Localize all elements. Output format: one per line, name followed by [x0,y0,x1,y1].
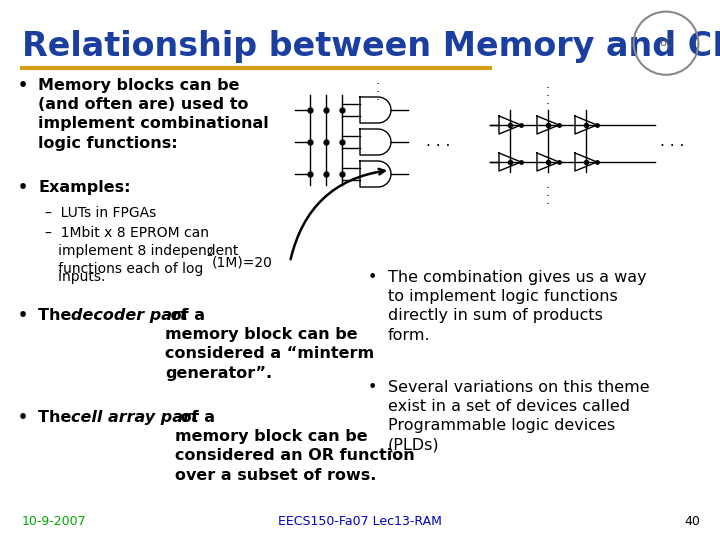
Text: •: • [18,78,28,93]
Text: .: . [546,186,550,199]
Text: .: . [546,94,550,107]
Text: The: The [38,308,77,323]
Text: •: • [18,308,28,323]
Text: . . .: . . . [660,134,684,150]
Text: The: The [38,410,77,425]
Text: Relationship between Memory and CL: Relationship between Memory and CL [22,30,720,63]
Text: .: . [376,82,380,94]
Text: –  LUTs in FPGAs: – LUTs in FPGAs [45,206,156,220]
Text: . . .: . . . [426,134,450,150]
Text: .: . [546,194,550,207]
Text: .: . [546,179,550,192]
Text: cell array part: cell array part [71,410,199,425]
Text: The combination gives us a way
to implement logic functions
directly in sum of p: The combination gives us a way to implem… [388,270,647,342]
Text: of a
memory block can be
considered an OR function
over a subset of rows.: of a memory block can be considered an O… [175,410,415,483]
Text: EECS150-Fa07 Lec13-RAM: EECS150-Fa07 Lec13-RAM [278,515,442,528]
Text: 10-9-2007: 10-9-2007 [22,515,86,528]
Text: –  1Mbit x 8 EPROM can
   implement 8 independent
   functions each of log: – 1Mbit x 8 EPROM can implement 8 indepe… [45,226,238,276]
Text: .: . [546,86,550,99]
Text: .: . [376,73,380,86]
Text: •: • [18,180,28,195]
Text: inputs.: inputs. [45,270,105,284]
Text: Several variations on this theme
exist in a set of devices called
Programmable l: Several variations on this theme exist i… [388,380,649,453]
Text: •: • [368,270,377,285]
Text: UC: UC [659,38,673,48]
Text: •: • [18,410,28,425]
Text: Memory blocks can be
(and often are) used to
implement combinational
logic funct: Memory blocks can be (and often are) use… [38,78,269,151]
Text: Examples:: Examples: [38,180,130,195]
Text: (1M)=20: (1M)=20 [212,256,273,270]
Text: •: • [368,380,377,395]
Text: .: . [376,90,380,103]
Text: of a
memory block can be
considered a “minterm
generator”.: of a memory block can be considered a “m… [165,308,374,381]
Text: .: . [546,78,550,91]
Text: decoder part: decoder part [71,308,187,323]
Text: 2: 2 [206,248,212,258]
Text: 40: 40 [684,515,700,528]
